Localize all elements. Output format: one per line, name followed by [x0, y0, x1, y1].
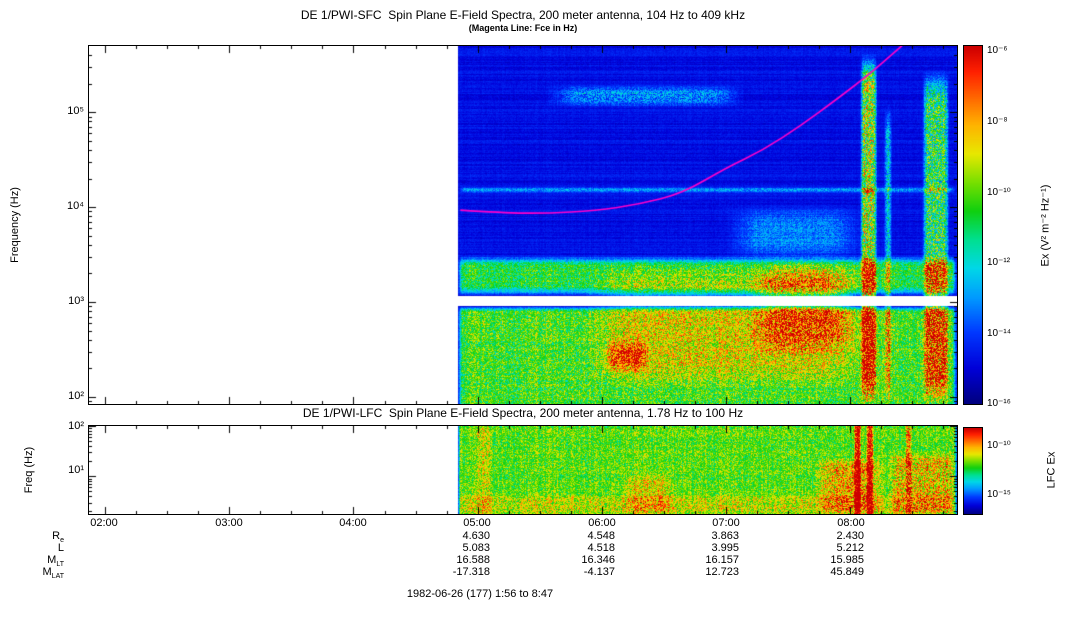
ephemeris-row-label: MLT	[47, 554, 64, 569]
x-tick-label: 02:00	[90, 517, 118, 529]
x-tick-label: 08:00	[837, 517, 865, 529]
ephemeris-value: 15.985	[830, 554, 864, 566]
lfc-title: DE 1/PWI-LFC Spin Plane E-Field Spectra,…	[302, 406, 744, 420]
ephemeris-row-label: MLAT	[42, 566, 65, 581]
sfc-ytick-label: 10²	[68, 390, 84, 402]
ephemeris-value: 4.630	[462, 530, 490, 542]
ephemeris-row-label: L	[57, 542, 64, 554]
sfc-subtitle: (Magenta Line: Fce in Hz)	[468, 23, 578, 33]
lfc-y-axis-label: Freq (Hz)	[23, 446, 36, 494]
x-tick-label: 03:00	[215, 517, 243, 529]
sfc-colorbar-tick-label: 10⁻¹²	[987, 257, 1011, 268]
sfc-colorbar-tick-label: 10⁻¹⁴	[987, 328, 1012, 339]
lfc-colorbar-label-wrap: LFC Ex	[1036, 425, 1066, 515]
sfc-colorbar-canvas	[964, 46, 982, 404]
ephemeris-value: 4.548	[587, 530, 615, 542]
ephemeris-value: 16.588	[456, 554, 490, 566]
ephemeris-value: -17.318	[452, 566, 490, 578]
lfc-spectrogram-panel	[88, 425, 958, 515]
plot-caption: 1982-06-26 (177) 1:56 to 8:47	[406, 588, 554, 600]
lfc-ytick-label: 10¹	[68, 464, 84, 476]
ephemeris-row-label: Re	[52, 530, 64, 545]
sfc-colorbar-tick-label: 10⁻¹⁶	[987, 398, 1011, 409]
ephemeris-value: 4.518	[587, 542, 615, 554]
ephemeris-value: 12.723	[705, 566, 739, 578]
sfc-y-axis-label-wrap: Frequency (Hz)	[0, 45, 30, 405]
x-tick-label: 04:00	[339, 517, 367, 529]
ephemeris-value: -4.137	[583, 566, 615, 578]
lfc-spectrogram-canvas	[89, 426, 957, 514]
ephemeris-value: 45.849	[830, 566, 864, 578]
ephemeris-value: 2.430	[836, 530, 864, 542]
lfc-colorbar	[963, 427, 983, 515]
sfc-colorbar-label-wrap: Ex (V² m⁻² Hz⁻¹)	[1028, 45, 1062, 405]
sfc-ytick-label: 10⁵	[67, 105, 84, 117]
sfc-ytick-label: 10³	[68, 295, 84, 307]
sfc-colorbar-unit-label: Ex (V² m⁻² Hz⁻¹)	[1039, 184, 1052, 266]
lfc-y-axis-label-wrap: Freq (Hz)	[14, 425, 44, 515]
sfc-title: DE 1/PWI-SFC Spin Plane E-Field Spectra,…	[300, 8, 746, 22]
sfc-colorbar-tick-label: 10⁻¹⁰	[987, 187, 1011, 198]
lfc-ytick-label: 10²	[68, 420, 84, 432]
lfc-colorbar-canvas	[964, 428, 982, 514]
sfc-y-axis-label: Frequency (Hz)	[9, 187, 22, 263]
lfc-colorbar-unit-label: LFC Ex	[1045, 451, 1057, 489]
ephemeris-value: 3.995	[711, 542, 739, 554]
ephemeris-value: 5.212	[836, 542, 864, 554]
lfc-colorbar-tick-label: 10⁻¹⁰	[987, 440, 1011, 451]
sfc-ytick-label: 10⁴	[67, 200, 84, 212]
ephemeris-value: 3.863	[711, 530, 739, 542]
sfc-colorbar-tick-label: 10⁻⁶	[987, 45, 1008, 56]
lfc-colorbar-tick-label: 10⁻¹⁵	[987, 489, 1011, 500]
ephemeris-value: 16.346	[581, 554, 615, 566]
x-tick-label: 07:00	[712, 517, 740, 529]
x-tick-label: 06:00	[588, 517, 616, 529]
sfc-spectrogram-panel	[88, 45, 958, 405]
ephemeris-value: 16.157	[705, 554, 739, 566]
x-tick-label: 05:00	[463, 517, 491, 529]
sfc-spectrogram-canvas	[89, 46, 957, 404]
sfc-colorbar-tick-label: 10⁻⁸	[987, 116, 1008, 127]
ephemeris-value: 5.083	[462, 542, 490, 554]
sfc-colorbar	[963, 45, 983, 405]
